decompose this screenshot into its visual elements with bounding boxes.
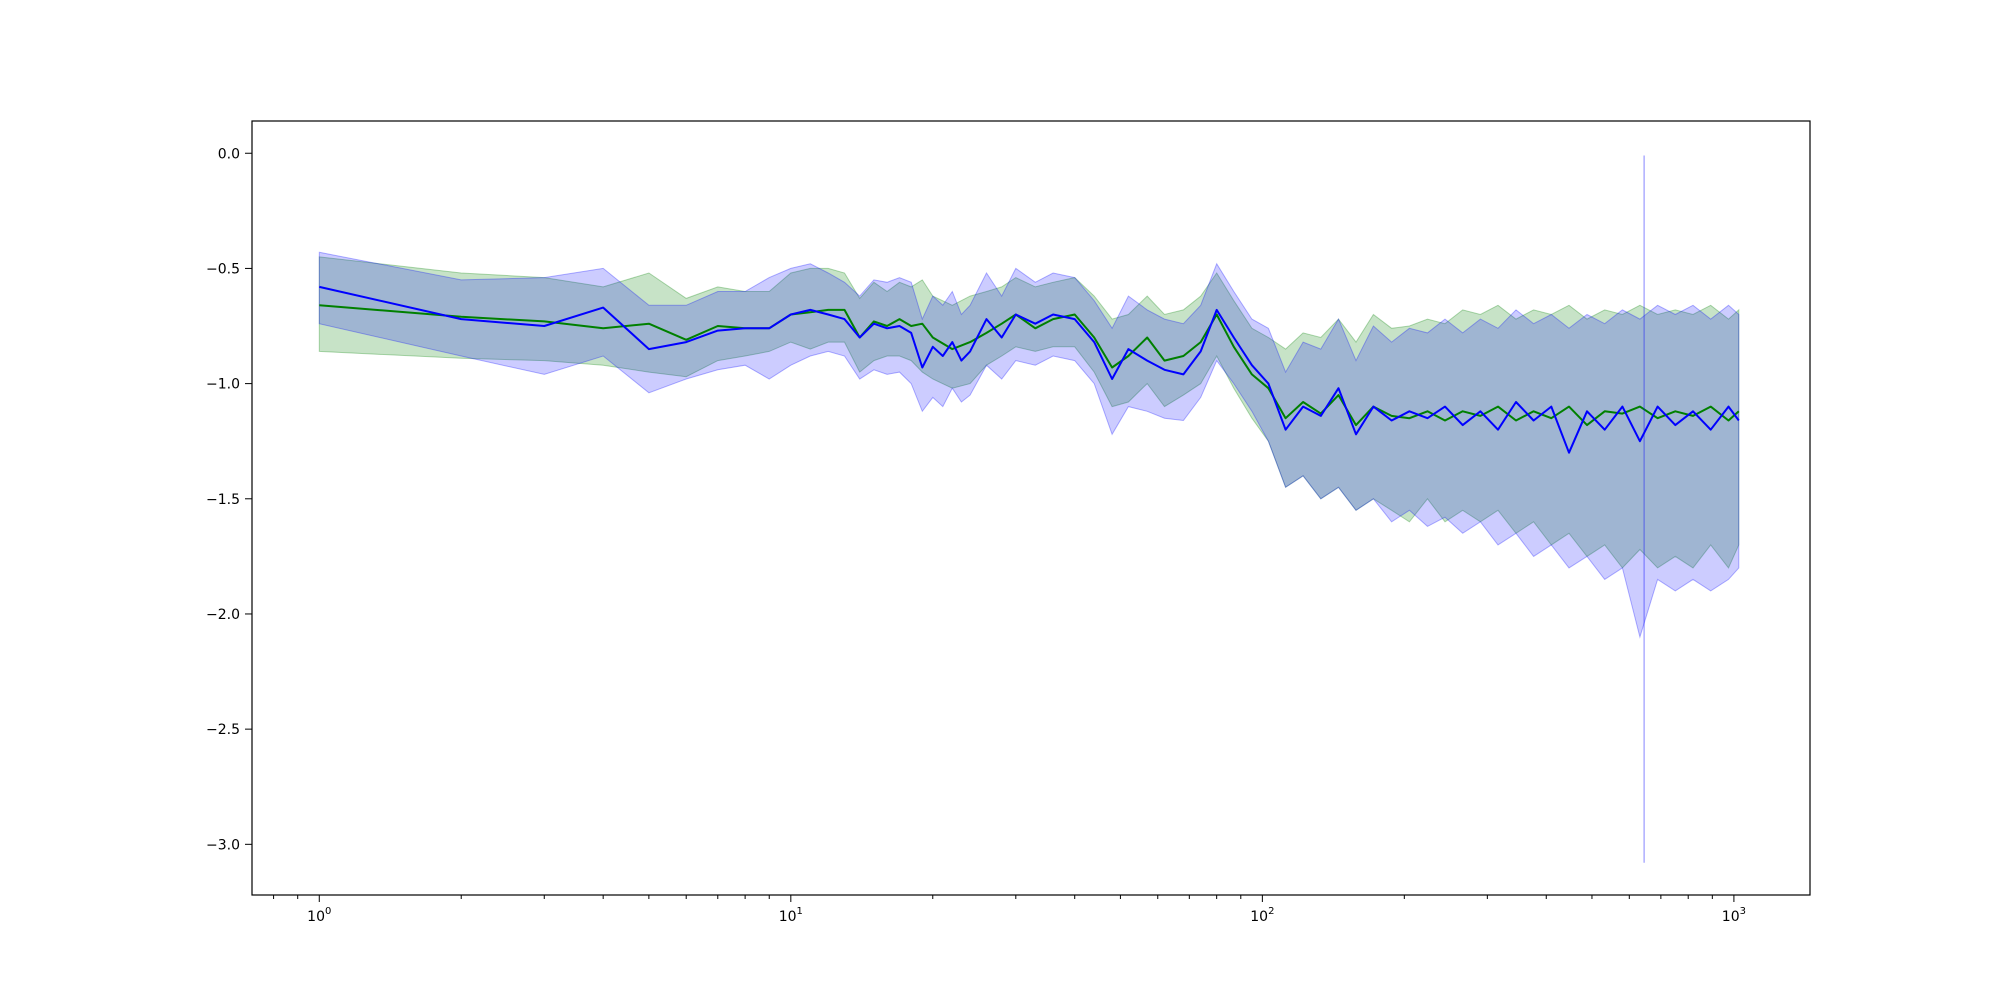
y-tick-label: −2.0 <box>206 607 240 623</box>
x-tick-label: 102 <box>1250 906 1274 925</box>
series-lines <box>319 285 1740 454</box>
y-axis: 0.0 −0.5 −1.0 −1.5 −2.0 −2.5 −3.0 <box>206 146 252 853</box>
y-tick-label: −1.0 <box>206 377 240 393</box>
y-tick-label: −2.5 <box>206 722 240 738</box>
x-tick-label: 100 <box>307 906 331 925</box>
x-tick-label: 103 <box>1722 906 1746 925</box>
series-2-line <box>319 285 1740 454</box>
plot-frame <box>251 120 1811 896</box>
x-axis: 100 101 102 103 <box>273 895 1746 925</box>
y-tick-label: −3.0 <box>206 837 240 853</box>
x-tick-label: 101 <box>779 906 803 925</box>
y-tick-label: 0.0 <box>218 146 240 162</box>
y-tick-label: −1.5 <box>206 492 240 508</box>
y-tick-label: −0.5 <box>206 261 240 277</box>
series-2-band <box>318 251 1740 639</box>
